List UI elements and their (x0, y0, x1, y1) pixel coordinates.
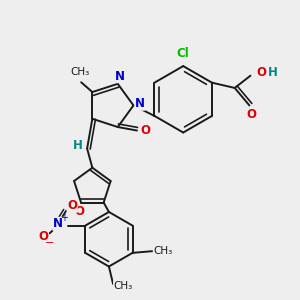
Text: O: O (74, 205, 84, 218)
Text: O: O (246, 108, 256, 122)
Text: +: + (60, 213, 68, 223)
Text: −: − (45, 238, 54, 248)
Text: O: O (67, 199, 77, 212)
Text: CH₃: CH₃ (71, 68, 90, 77)
Text: H: H (268, 66, 278, 80)
Text: N: N (115, 70, 124, 83)
Text: Cl: Cl (177, 47, 190, 60)
Text: CH₃: CH₃ (113, 281, 133, 291)
Text: CH₃: CH₃ (153, 246, 172, 256)
Text: H: H (72, 139, 82, 152)
Text: N: N (53, 218, 63, 230)
Text: O: O (38, 230, 48, 243)
Text: O: O (141, 124, 151, 137)
Text: N: N (135, 97, 145, 110)
Text: O: O (256, 66, 267, 80)
